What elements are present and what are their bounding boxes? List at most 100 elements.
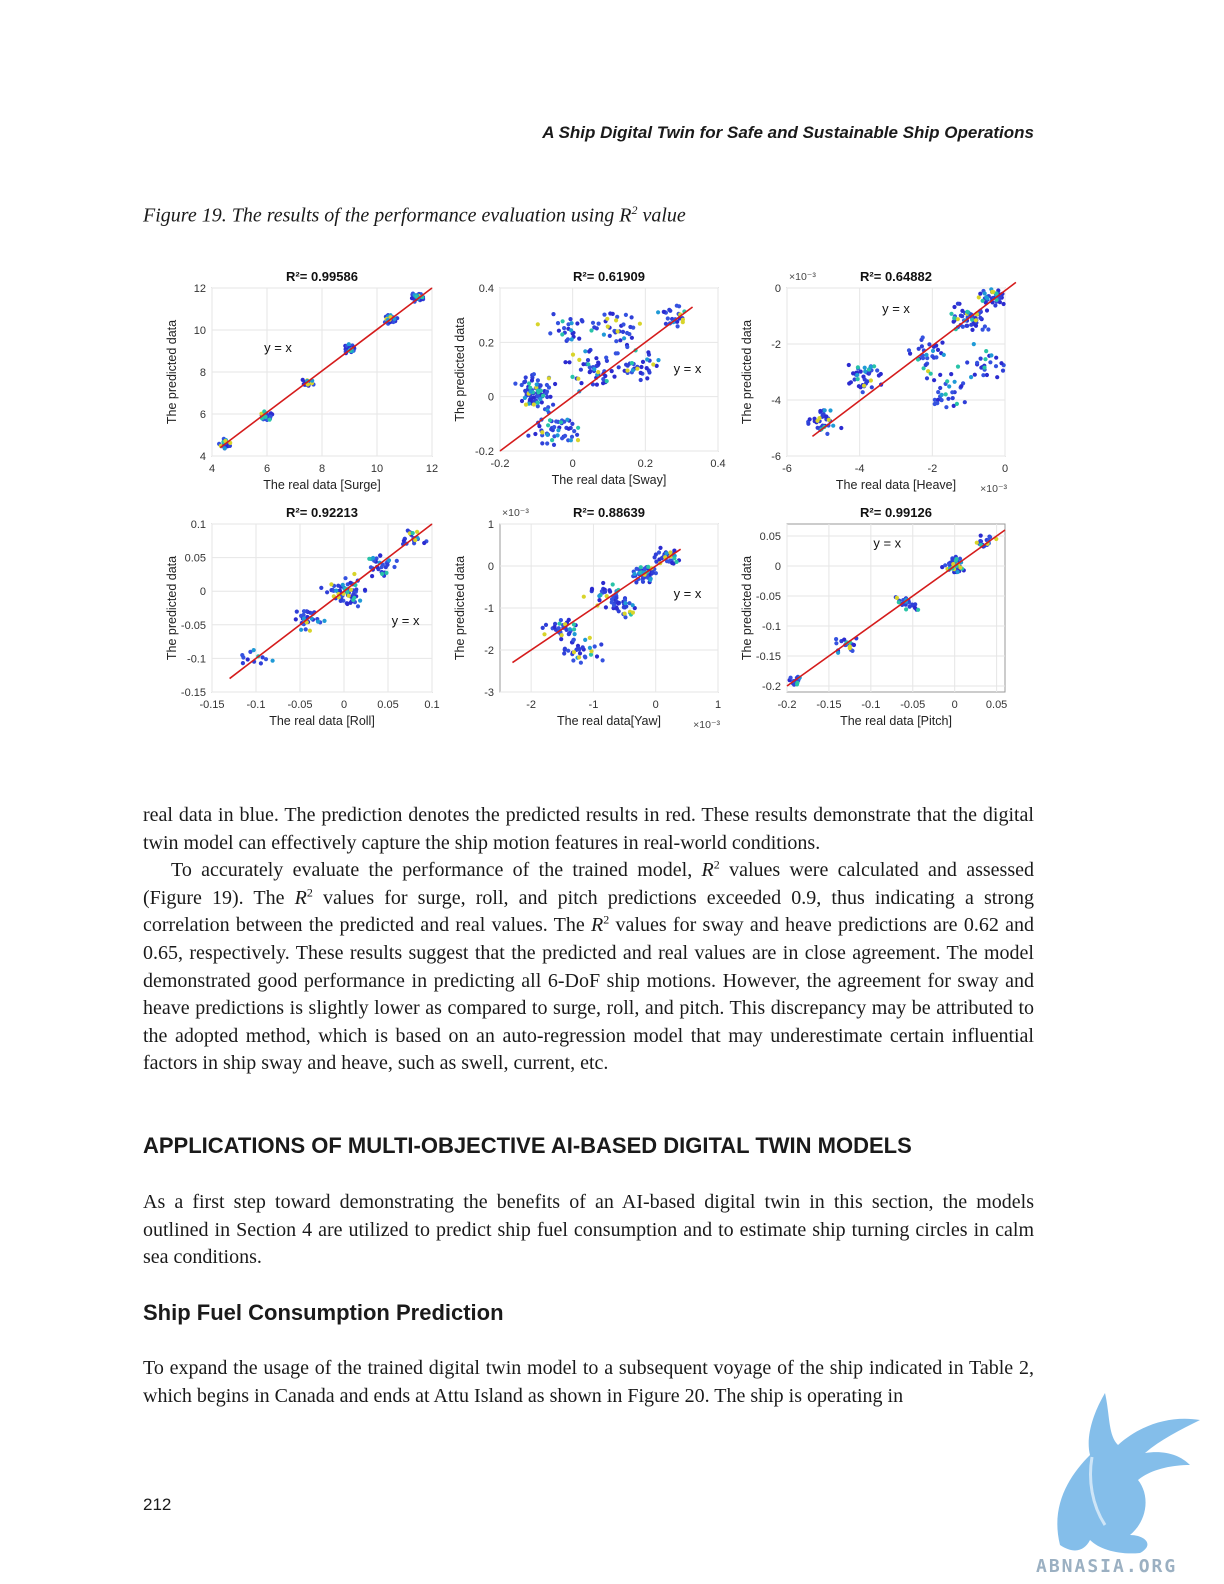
data-point	[319, 585, 324, 590]
data-point	[293, 617, 298, 622]
y-tick-label: -6	[771, 451, 781, 463]
data-point	[950, 557, 955, 562]
data-point	[519, 398, 525, 404]
y-tick-label: -0.15	[756, 651, 781, 663]
data-point	[863, 369, 868, 374]
data-point	[585, 358, 591, 363]
data-point	[367, 556, 372, 561]
data-point	[558, 420, 564, 425]
data-point	[645, 376, 650, 381]
data-point	[632, 606, 637, 611]
data-point	[569, 337, 574, 342]
data-point	[527, 381, 532, 386]
data-point	[940, 340, 945, 345]
data-point	[535, 322, 540, 327]
data-point	[548, 331, 553, 336]
data-point	[955, 301, 961, 306]
data-point	[989, 353, 994, 358]
annotation-label: y = x	[674, 586, 702, 601]
data-point	[611, 603, 617, 608]
data-point	[946, 396, 951, 401]
data-point	[601, 580, 606, 586]
data-point	[580, 319, 585, 324]
data-point	[519, 382, 524, 388]
data-point	[322, 618, 327, 623]
data-point	[413, 538, 418, 543]
data-point	[571, 637, 576, 642]
data-point	[535, 378, 540, 383]
data-point	[932, 378, 937, 383]
figure-caption-prefix: Figure 19. The results of the performanc…	[143, 204, 632, 227]
data-point	[625, 330, 630, 336]
data-point	[656, 550, 662, 555]
data-point	[674, 559, 679, 564]
data-point	[952, 316, 957, 321]
y-axis-label: The predicted data	[165, 320, 179, 424]
y-axis-label: The predicted data	[740, 556, 754, 660]
data-point	[976, 295, 981, 300]
data-point	[337, 588, 342, 593]
data-point	[861, 383, 867, 388]
data-point	[550, 438, 555, 443]
data-point	[545, 432, 550, 437]
data-point	[928, 371, 933, 376]
data-point	[379, 565, 384, 570]
data-point	[674, 303, 679, 308]
data-point	[588, 652, 594, 657]
x-tick-label: -6	[782, 463, 792, 475]
data-point	[394, 558, 399, 563]
data-point	[645, 357, 650, 362]
data-point	[546, 385, 552, 390]
data-point	[346, 342, 351, 347]
y-tick-label: 0.2	[479, 337, 494, 349]
data-point	[850, 648, 855, 653]
data-point	[535, 388, 541, 393]
data-point	[241, 655, 246, 660]
data-point	[551, 442, 557, 447]
p2-r-symbol-b: R	[294, 886, 307, 909]
data-point	[938, 372, 943, 377]
p2-text-c: values for surge, roll, and pitch predic…	[143, 886, 1034, 937]
data-point	[860, 390, 865, 395]
data-point	[916, 346, 921, 351]
data-point	[392, 564, 397, 570]
y-tick-label: -2	[484, 645, 494, 657]
data-point	[647, 370, 652, 375]
data-point	[836, 650, 841, 655]
data-point	[601, 377, 606, 382]
data-point	[615, 314, 620, 319]
data-point	[858, 369, 863, 374]
data-point	[575, 321, 580, 326]
data-point	[576, 646, 581, 651]
data-point	[587, 370, 592, 375]
data-point	[999, 361, 1004, 366]
data-point	[642, 566, 647, 571]
data-point	[604, 355, 609, 360]
data-point	[609, 600, 614, 605]
data-point	[523, 388, 528, 393]
scatter-panel-3: -6 -4 -2 0 -6 -4 -2 0 R²= 0.64882 y = x The real d…	[740, 269, 1017, 495]
y-tick-label: 0	[775, 283, 781, 295]
data-point	[806, 421, 811, 426]
y-tick-label: -0.2	[475, 446, 494, 458]
data-point	[654, 559, 659, 564]
data-point	[638, 370, 643, 375]
data-point	[988, 360, 993, 365]
data-point	[672, 548, 677, 553]
data-point	[972, 372, 977, 377]
data-point	[301, 609, 307, 614]
data-point	[635, 366, 640, 371]
data-point	[970, 317, 975, 322]
data-point	[995, 375, 1000, 380]
data-point	[329, 582, 334, 587]
data-point	[343, 576, 348, 581]
data-point	[589, 649, 594, 654]
data-point	[625, 344, 630, 350]
data-point	[555, 321, 561, 326]
data-point	[529, 378, 535, 383]
data-point	[559, 633, 564, 638]
data-point	[982, 365, 987, 370]
data-point	[904, 607, 909, 612]
data-point	[346, 593, 351, 598]
